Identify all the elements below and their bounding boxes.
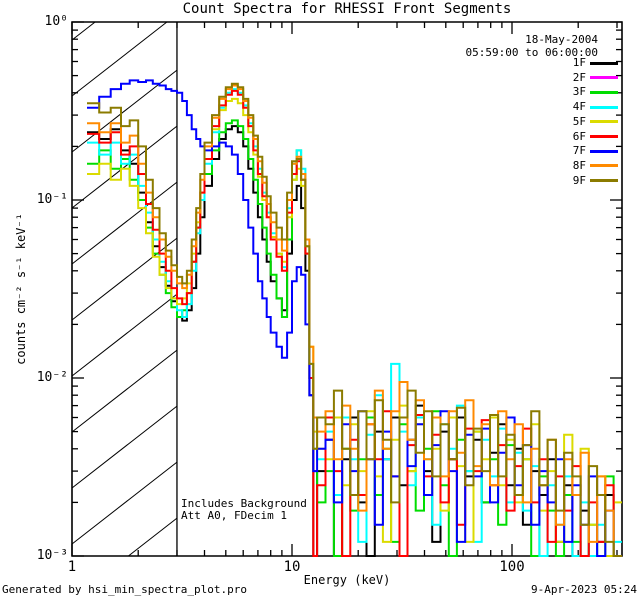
spectrum-curve-9F [87,82,622,557]
legend-swatch-4F [590,105,618,109]
chart-title: Count Spectra for RHESSI Front Segments [182,1,512,17]
legend-label-7F: 7F [572,144,586,158]
hatch-line [71,21,168,97]
hatch-line [71,293,178,377]
y-axis-label-text: counts cm⁻² s⁻¹ keV⁻¹ [14,213,28,365]
hatch-line [71,125,178,209]
note-attenuator-state: Att A0, FDecim 1 [181,509,287,522]
legend-swatch-2F [590,76,618,80]
hatch-line [128,517,178,557]
spectrum-curve-1F [87,125,622,557]
legend-label-1F: 1F [572,56,586,69]
legend-swatch-9F [590,179,618,183]
x-tick-label-1: 1 [67,559,77,575]
footer-timestamp: 9-Apr-2023 05:24 [531,583,637,596]
hatch-line [71,181,178,265]
hatch-line [71,21,96,41]
hatch-line [71,461,178,545]
x-tick-label-10: 10 [283,559,301,575]
y-tick-label: 10⁻² [36,370,68,385]
hatch-line [71,237,178,321]
hatch-line [71,69,178,153]
x-axis-label: Energy (keV) [303,573,391,587]
legend-label-6F: 6F [572,129,586,143]
legend-label-3F: 3F [572,85,586,99]
legend-swatch-6F [590,135,618,138]
legend-swatch-3F [590,90,618,94]
hatch-line [71,405,178,489]
note-includes-background: Includes Background [181,497,307,510]
y-tick-label: 10⁻³ [36,548,68,563]
legend-label-8F: 8F [572,158,586,172]
legend-swatch-1F [590,61,618,65]
time-range-annotation: 05:59:00 to 06:00:00 [465,46,598,59]
legend-label-5F: 5F [572,114,586,128]
x-tick-label-100: 100 [499,559,525,575]
footer-generated-by: Generated by hsi_min_spectra_plot.pro [2,583,248,596]
legend-swatch-5F [590,120,618,124]
date-annotation: 18-May-2004 [525,33,598,46]
hatch-line [71,349,178,433]
y-tick-label: 10⁰ [44,14,68,29]
legend-swatch-7F [590,149,618,153]
legend-swatch-8F [590,164,618,168]
legend-label-2F: 2F [572,70,586,84]
y-tick-label: 10⁻¹ [36,192,68,207]
legend-label-4F: 4F [572,100,586,114]
legend-label-9F: 9F [572,173,586,187]
